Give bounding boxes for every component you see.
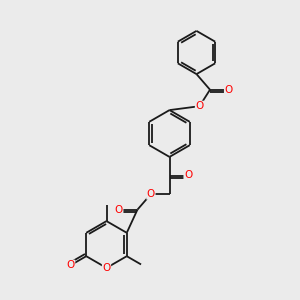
Text: O: O [195,101,204,111]
Text: O: O [102,263,111,273]
Text: O: O [115,205,123,215]
Text: O: O [184,170,192,181]
Text: O: O [224,85,233,95]
Text: O: O [67,260,75,270]
Text: O: O [147,189,155,199]
